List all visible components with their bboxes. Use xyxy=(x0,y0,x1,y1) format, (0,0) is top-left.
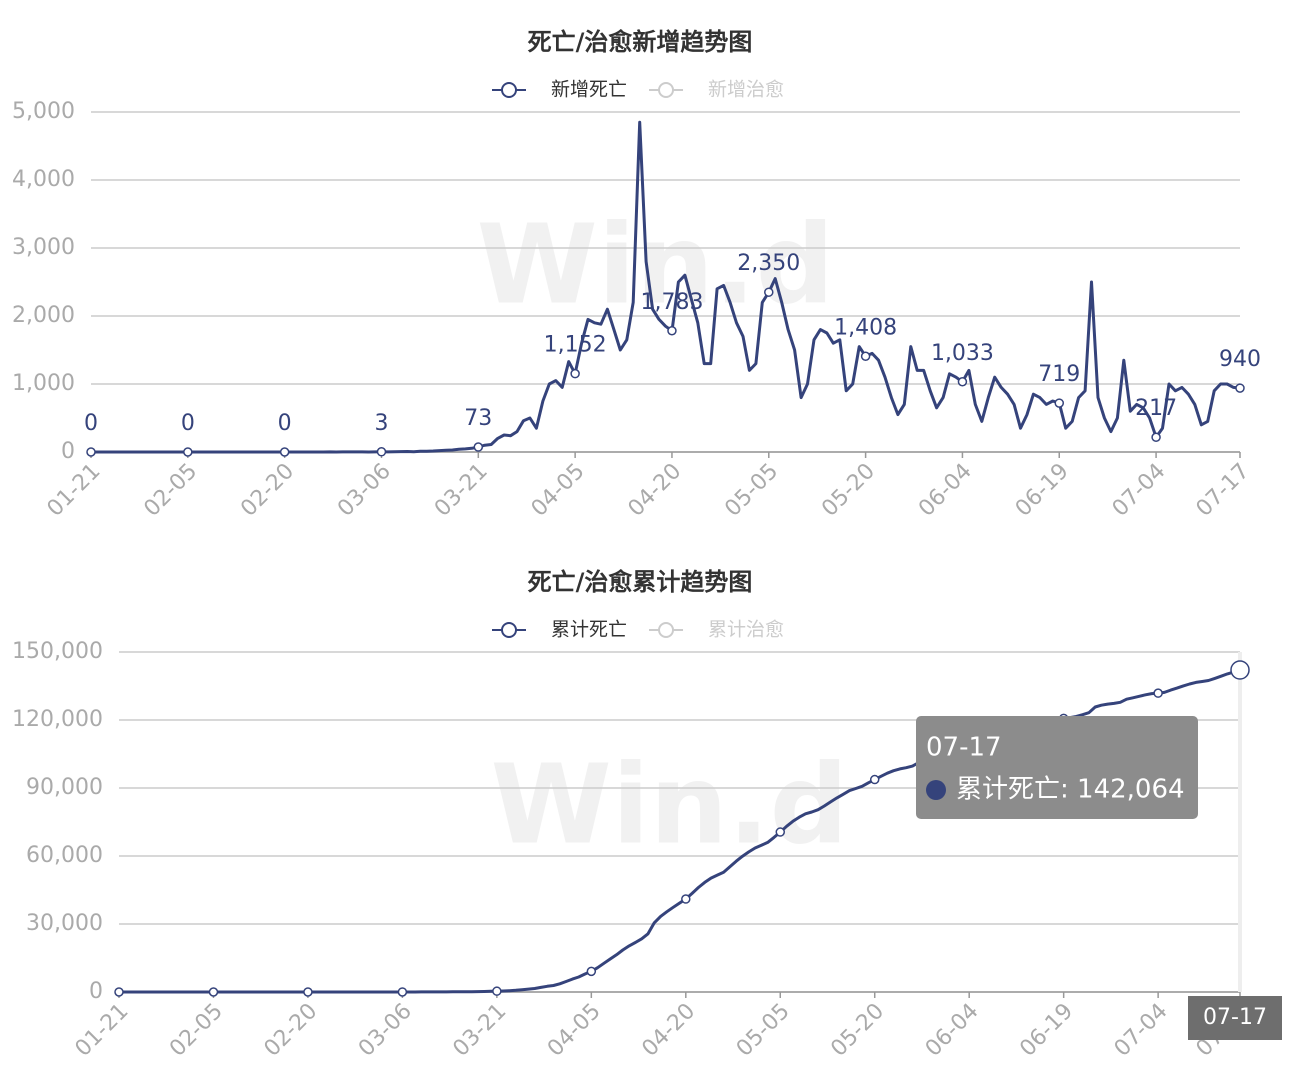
point-marker xyxy=(869,774,880,785)
axis-pointer-label: 07-17 xyxy=(1203,1005,1267,1030)
x-tick-label: 02-05 xyxy=(165,999,228,1062)
x-tick-label: 03-06 xyxy=(333,459,396,522)
y-tick-label: 0 xyxy=(89,979,103,1004)
data-label: 940 xyxy=(1219,347,1261,372)
axis-pointer-label-box xyxy=(1188,996,1282,1040)
x-tick-label: 07-17 xyxy=(1192,459,1255,522)
x-tick-label: 02-20 xyxy=(260,999,323,1062)
x-tick-label: 06-04 xyxy=(914,459,977,522)
x-tick-label: 05-20 xyxy=(817,459,880,522)
y-tick-label: 0 xyxy=(61,439,75,464)
x-tick-label: 05-05 xyxy=(720,459,783,522)
data-label: 0 xyxy=(181,411,195,436)
tooltip-dot xyxy=(926,780,946,800)
y-tick-label: 60,000 xyxy=(26,843,103,868)
y-tick-label: 4,000 xyxy=(12,167,75,192)
data-label: 217 xyxy=(1135,396,1177,421)
point-marker xyxy=(86,447,96,457)
point-marker xyxy=(303,987,313,997)
point-marker xyxy=(667,326,677,336)
point-marker xyxy=(208,987,219,997)
point-marker xyxy=(279,447,290,457)
data-label: 1,408 xyxy=(834,315,897,340)
y-tick-label: 90,000 xyxy=(26,775,103,800)
data-label: 0 xyxy=(84,411,98,436)
chart-title: 死亡/治愈累计趋势图 xyxy=(528,568,753,596)
x-tick-label: 02-05 xyxy=(139,459,202,522)
legend-label[interactable]: 新增治愈 xyxy=(708,79,784,101)
x-tick-label: 03-21 xyxy=(448,999,511,1062)
x-tick-label: 04-20 xyxy=(624,459,687,522)
data-label: 73 xyxy=(464,406,492,431)
y-tick-label: 3,000 xyxy=(12,235,75,260)
point-marker xyxy=(473,442,484,452)
point-marker xyxy=(775,827,786,837)
x-tick-label: 06-19 xyxy=(1015,999,1078,1062)
x-tick-label: 03-21 xyxy=(430,459,493,522)
point-marker xyxy=(1151,432,1161,442)
y-tick-label: 30,000 xyxy=(26,911,103,936)
legend-icon[interactable] xyxy=(501,622,517,638)
point-marker xyxy=(492,986,502,996)
point-marker xyxy=(1153,688,1163,698)
x-tick-label: 04-05 xyxy=(527,459,590,522)
point-marker xyxy=(957,377,968,387)
point-marker xyxy=(397,987,408,997)
x-tick-label: 01-21 xyxy=(43,459,106,522)
point-marker xyxy=(1235,383,1245,393)
x-tick-label: 06-04 xyxy=(921,999,984,1062)
data-label: 3 xyxy=(374,411,388,436)
legend-icon[interactable] xyxy=(658,622,675,638)
point-marker xyxy=(376,447,387,457)
x-tick-label: 07-04 xyxy=(1108,459,1171,522)
x-tick-label: 05-05 xyxy=(732,999,795,1062)
x-tick-label: 06-19 xyxy=(1011,459,1074,522)
tooltip-box xyxy=(916,716,1198,819)
tooltip-text: 累计死亡: 142,064 xyxy=(956,775,1185,805)
x-tick-label: 04-05 xyxy=(543,999,606,1062)
point-marker xyxy=(860,351,871,362)
data-label: 1,152 xyxy=(544,333,607,358)
point-marker xyxy=(764,287,774,297)
point-marker xyxy=(681,894,691,904)
x-tick-label: 01-21 xyxy=(71,999,134,1062)
y-tick-label: 150,000 xyxy=(12,639,103,664)
point-marker xyxy=(1230,660,1250,680)
point-marker xyxy=(570,368,580,379)
watermark: Win.d xyxy=(477,200,835,328)
point-marker xyxy=(586,966,597,977)
data-label: 2,350 xyxy=(737,251,800,276)
point-marker xyxy=(1054,398,1065,408)
data-label: 0 xyxy=(278,411,292,436)
data-label: 1,783 xyxy=(640,290,703,315)
legend-label[interactable]: 累计治愈 xyxy=(708,619,784,641)
x-tick-label: 03-06 xyxy=(354,999,417,1062)
point-marker xyxy=(183,447,193,457)
legend-icon[interactable] xyxy=(501,82,517,98)
x-tick-label: 04-20 xyxy=(637,999,700,1062)
y-tick-label: 120,000 xyxy=(12,707,103,732)
data-label: 1,033 xyxy=(931,341,994,366)
legend-icon[interactable] xyxy=(658,82,675,98)
y-tick-label: 2,000 xyxy=(12,303,75,328)
legend-label[interactable]: 累计死亡 xyxy=(551,619,627,641)
legend-label[interactable]: 新增死亡 xyxy=(551,79,627,101)
chart-title: 死亡/治愈新增趋势图 xyxy=(528,28,753,56)
tooltip-title: 07-17 xyxy=(926,733,1002,763)
x-tick-label: 05-20 xyxy=(826,999,889,1062)
y-tick-label: 5,000 xyxy=(12,99,75,124)
data-label: 719 xyxy=(1038,362,1080,387)
point-marker xyxy=(114,987,124,997)
y-tick-label: 1,000 xyxy=(12,371,75,396)
x-tick-label: 07-04 xyxy=(1110,999,1173,1062)
x-tick-label: 02-20 xyxy=(236,459,299,522)
watermark: Win.d xyxy=(491,740,849,868)
